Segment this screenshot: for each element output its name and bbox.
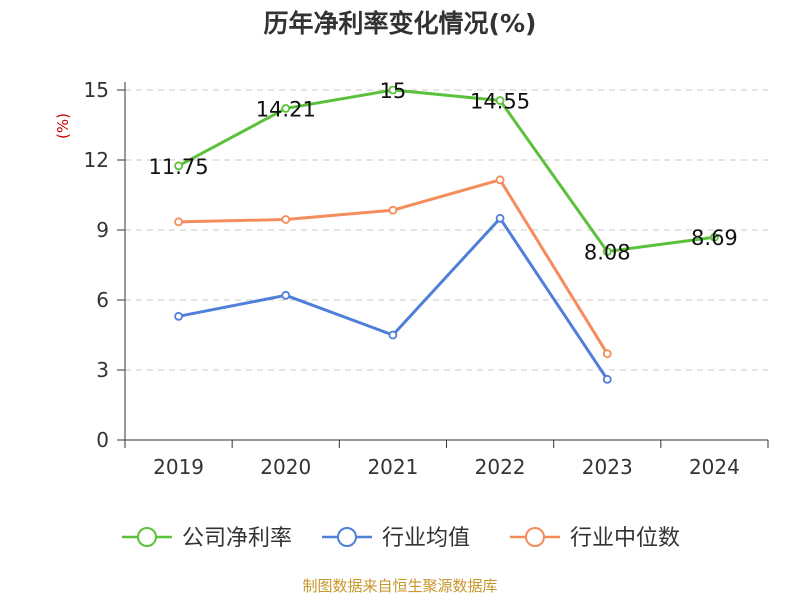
- data-point[interactable]: [174, 311, 183, 321]
- data-point[interactable]: [388, 85, 398, 95]
- data-labels: 11.75 14.21 15 14.55 8.08 8.69: [149, 79, 738, 264]
- legend-item-2[interactable]: 行业中位数: [510, 526, 680, 551]
- y-tick-label: 12: [84, 148, 109, 172]
- y-tick-label: 9: [96, 218, 109, 242]
- legend[interactable]: 公司净利率 行业均值 行业中位数: [122, 526, 680, 551]
- series-line: [177, 88, 715, 253]
- chart-title: 历年净利率变化情况(%): [264, 9, 537, 38]
- series-0: [174, 85, 719, 256]
- legend-label: 行业均值: [382, 526, 470, 551]
- data-point[interactable]: [602, 247, 612, 256]
- data-label: 15: [380, 79, 407, 103]
- data-label: 8.08: [584, 240, 631, 264]
- x-tick-label: 2021: [367, 455, 418, 479]
- series-line: [178, 216, 609, 381]
- y-tick-label: 6: [96, 288, 109, 312]
- data-point[interactable]: [710, 232, 719, 242]
- data-label: 11.75: [149, 155, 209, 179]
- data-point[interactable]: [495, 175, 505, 185]
- data-label: 8.69: [691, 226, 738, 250]
- data-point[interactable]: [495, 213, 505, 223]
- x-tick-label: 2022: [475, 455, 526, 479]
- series-1: [174, 213, 612, 384]
- data-label: 14.55: [470, 90, 530, 114]
- legend-marker-icon: [137, 527, 157, 547]
- data-label: 14.21: [256, 97, 316, 121]
- y-tick-label: 3: [96, 358, 109, 382]
- data-point[interactable]: [602, 349, 612, 359]
- data-point[interactable]: [388, 205, 398, 215]
- legend-marker-icon: [525, 527, 545, 547]
- data-point[interactable]: [495, 96, 505, 105]
- source-note: 制图数据来自恒生聚源数据库: [302, 577, 497, 595]
- data-point[interactable]: [174, 217, 183, 227]
- y-axis-label: (%): [54, 113, 72, 139]
- y-tick-label: 15: [84, 78, 109, 102]
- x-tick-label: 2023: [582, 455, 633, 479]
- legend-item-0[interactable]: 公司净利率: [122, 526, 292, 551]
- data-point[interactable]: [174, 161, 183, 171]
- data-point[interactable]: [281, 215, 291, 224]
- series-lines: [174, 85, 719, 384]
- legend-label: 公司净利率: [182, 526, 292, 551]
- grid-lines: [125, 89, 768, 371]
- data-point[interactable]: [281, 290, 291, 300]
- legend-label: 行业中位数: [570, 526, 680, 551]
- x-tick-label: 2019: [153, 455, 204, 479]
- data-point[interactable]: [281, 104, 291, 113]
- data-point[interactable]: [602, 374, 612, 384]
- y-tick-label: 0: [96, 428, 109, 452]
- x-tick-label: 2020: [260, 455, 311, 479]
- data-point[interactable]: [388, 330, 398, 340]
- axes: 0 3 6 9 12 15 2019 2020 2021 2022 2023 2024: [84, 78, 769, 479]
- x-tick-label: 2024: [689, 455, 740, 479]
- legend-item-1[interactable]: 行业均值: [322, 526, 470, 551]
- legend-marker-icon: [337, 527, 357, 547]
- series-2: [174, 175, 612, 359]
